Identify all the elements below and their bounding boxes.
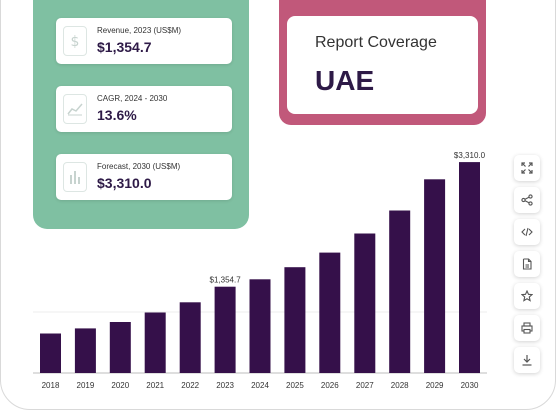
trend-chart-icon <box>63 94 87 124</box>
revenue-stat-card: $ Revenue, 2023 (US$M) $1,354.7 <box>56 18 232 64</box>
report-coverage-value: UAE <box>315 65 375 96</box>
download-button[interactable] <box>514 347 540 373</box>
file-icon <box>522 258 532 270</box>
bar-2030 <box>459 162 480 373</box>
printer-icon <box>521 322 533 334</box>
cagr-stat-card: CAGR, 2024 - 2030 13.6% <box>56 86 232 132</box>
bar-2020 <box>109 322 131 373</box>
x-tick-label: 2024 <box>251 381 269 390</box>
x-tick-label: 2018 <box>42 381 60 390</box>
bar-2018 <box>40 333 61 373</box>
code-icon <box>521 227 533 237</box>
bar-2024 <box>249 279 271 373</box>
forecast-label: Forecast, 2030 (US$M) <box>97 162 181 171</box>
expand-icon <box>521 162 533 174</box>
x-tick-label: 2029 <box>426 381 444 390</box>
report-coverage-panel: Report Coverage UAE <box>279 0 486 125</box>
x-tick-label: 2019 <box>77 381 95 390</box>
bar-2022 <box>179 302 201 373</box>
x-tick-label: 2023 <box>216 381 234 390</box>
stats-panel: $ Revenue, 2023 (US$M) $1,354.7 CAGR, 20… <box>33 0 249 229</box>
dollar-icon: $ <box>63 26 87 56</box>
x-tick-label: 2030 <box>461 381 479 390</box>
embed-button[interactable] <box>514 219 540 245</box>
revenue-value: $1,354.7 <box>97 39 152 55</box>
report-coverage-title: Report Coverage <box>315 34 437 51</box>
share-icon <box>521 194 533 206</box>
x-tick-label: 2026 <box>321 381 339 390</box>
data-label-2030: $3,310.0 <box>454 151 486 160</box>
favorite-button[interactable] <box>514 283 540 309</box>
bar-2027 <box>354 233 376 373</box>
download-icon <box>522 355 532 366</box>
revenue-label: Revenue, 2023 (US$M) <box>97 26 182 35</box>
svg-text:$: $ <box>71 34 80 49</box>
x-tick-label: 2020 <box>111 381 129 390</box>
forecast-value: $3,310.0 <box>97 175 152 191</box>
x-tick-label: 2022 <box>181 381 199 390</box>
bar-chart-icon <box>63 162 87 192</box>
export-file-button[interactable] <box>514 251 540 277</box>
share-button[interactable] <box>514 187 540 213</box>
star-icon <box>521 290 533 302</box>
cagr-value: 13.6% <box>97 107 137 123</box>
bar-2023 <box>214 286 236 373</box>
forecast-stat-card: Forecast, 2030 (US$M) $3,310.0 <box>56 154 232 200</box>
x-tick-label: 2027 <box>356 381 374 390</box>
data-label-2023: $1,354.7 <box>210 276 242 285</box>
bar-2026 <box>319 252 341 373</box>
x-tick-label: 2021 <box>146 381 164 390</box>
x-tick-label: 2025 <box>286 381 304 390</box>
x-tick-label: 2028 <box>391 381 409 390</box>
bar-2021 <box>144 312 166 373</box>
cagr-label: CAGR, 2024 - 2030 <box>97 94 168 103</box>
report-coverage-card: Report Coverage UAE <box>287 16 478 114</box>
bar-2019 <box>74 328 96 373</box>
bar-2028 <box>389 210 411 373</box>
bar-2029 <box>424 179 446 373</box>
print-button[interactable] <box>514 315 540 341</box>
fullscreen-button[interactable] <box>514 155 540 181</box>
bar-2025 <box>284 267 306 373</box>
